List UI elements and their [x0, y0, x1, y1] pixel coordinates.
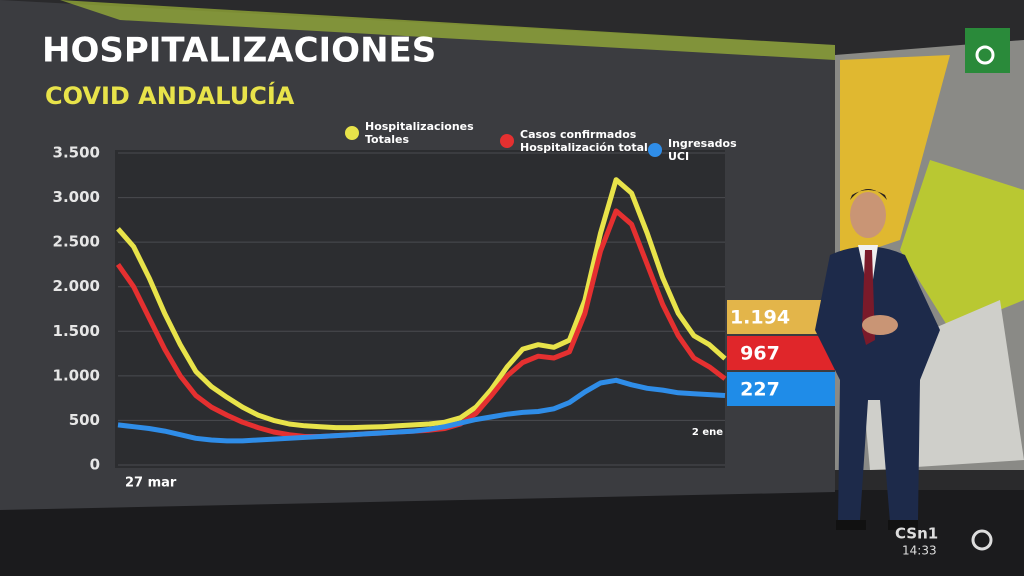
- y-tick-label: 2.500: [53, 233, 100, 251]
- y-tick-label: 1.000: [53, 366, 100, 384]
- chart-title: HOSPITALIZACIONES: [42, 31, 436, 71]
- plot-area: [115, 150, 725, 468]
- chart-subtitle: COVID ANDALUCÍA: [45, 81, 295, 110]
- legend-dot: [500, 134, 514, 148]
- y-tick-label: 0: [90, 456, 100, 474]
- value-box: [727, 372, 835, 406]
- value-box-label: 227: [740, 379, 780, 401]
- clock: 14:33: [902, 544, 937, 558]
- legend-label: Ingresados UCI: [668, 137, 737, 163]
- legend-dot: [345, 126, 359, 140]
- value-box-label: 1.194: [730, 307, 790, 329]
- y-tick-label: 3.500: [53, 144, 100, 162]
- legend-label: Casos confirmados Hospitalización total: [520, 128, 648, 154]
- series-line: [117, 377, 726, 444]
- series-line: [116, 177, 727, 431]
- y-tick-label: 1.500: [53, 322, 100, 340]
- screen-edge: [60, 0, 835, 60]
- y-tick-label: 500: [69, 411, 100, 429]
- x-tick-label: 2 ene: [692, 427, 723, 438]
- logo: [965, 28, 1010, 73]
- x-tick-label: 27 mar: [125, 476, 177, 491]
- y-tick-label: 2.000: [53, 277, 100, 295]
- green-panel: [900, 160, 1024, 330]
- legend-dot: [648, 143, 662, 157]
- value-box-label: 967: [740, 343, 780, 365]
- channel-name: CSn1: [895, 525, 938, 543]
- value-box: [727, 336, 835, 370]
- y-tick-label: 3.000: [53, 188, 100, 206]
- presenter: [815, 189, 940, 530]
- watermark: [971, 529, 993, 551]
- chart: 0 500 1.000 1.500 2.000 2.500 3.000 3.500 27 mar…: [53, 120, 835, 491]
- legend-label: Hospitalizaciones Totales: [365, 120, 474, 146]
